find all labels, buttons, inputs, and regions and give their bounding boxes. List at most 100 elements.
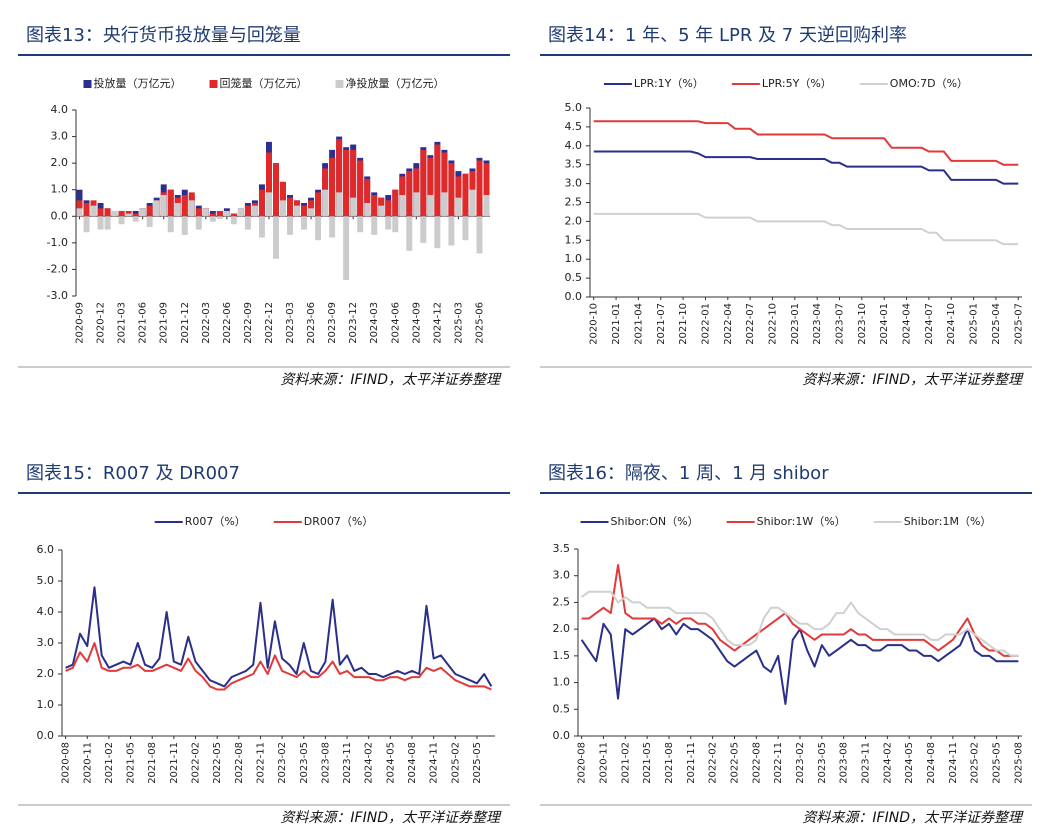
x-tick-label: 2024-11 xyxy=(948,742,959,784)
x-tick-label: 2021-12 xyxy=(180,302,191,344)
x-tick-label: 2022-08 xyxy=(234,742,245,784)
x-tick-label: 2021-04 xyxy=(633,303,644,345)
bar xyxy=(357,160,364,217)
bar xyxy=(406,216,413,251)
bar xyxy=(167,216,174,233)
bar xyxy=(209,213,216,217)
y-tick-label: 1.0 xyxy=(553,676,571,689)
bar xyxy=(223,210,230,217)
x-tick-label: 2022-12 xyxy=(264,302,275,344)
x-tick-label: 2024-12 xyxy=(432,302,443,344)
x-tick-label: 2020-09 xyxy=(75,302,86,344)
bar xyxy=(448,216,455,246)
bar xyxy=(188,200,195,217)
x-tick-label: 2023-01 xyxy=(790,303,801,345)
line-series xyxy=(581,564,1019,657)
x-tick-label: 2025-05 xyxy=(472,742,483,784)
y-tick-label: 2.5 xyxy=(553,595,571,608)
y-tick-label: 0.0 xyxy=(37,729,55,742)
x-tick-label: 2020-10 xyxy=(589,303,600,345)
x-tick-label: 2022-04 xyxy=(723,303,734,345)
x-tick-label: 2022-11 xyxy=(773,742,784,784)
line-series xyxy=(593,120,1019,166)
bar xyxy=(371,195,378,217)
x-tick-label: 2023-08 xyxy=(839,742,850,784)
legend-label: OMO:7D（%） xyxy=(890,77,968,90)
bar xyxy=(483,195,490,217)
y-tick-label: 0.0 xyxy=(565,290,583,303)
bar xyxy=(244,205,251,217)
bar xyxy=(420,149,427,217)
bar xyxy=(118,210,125,217)
y-tick-label: 0.5 xyxy=(553,702,571,715)
x-tick-label: 2023-12 xyxy=(348,302,359,344)
bar xyxy=(146,205,153,217)
x-tick-label: 2023-11 xyxy=(342,742,353,784)
bar xyxy=(385,200,392,217)
y-tick-label: 3.5 xyxy=(565,158,583,171)
bar xyxy=(378,205,385,217)
x-tick-label: 2021-11 xyxy=(686,742,697,784)
legend-label: LPR:5Y（%） xyxy=(762,77,832,90)
bar xyxy=(427,157,434,217)
bar xyxy=(181,216,188,235)
bar xyxy=(371,216,378,235)
bar xyxy=(167,189,174,217)
bar xyxy=(104,208,111,217)
bar xyxy=(462,173,469,217)
x-tick-label: 2021-05 xyxy=(126,742,137,784)
bar xyxy=(308,208,315,217)
x-tick-label: 2024-02 xyxy=(882,742,893,784)
legend: Shibor:ON（%） Shibor:1W（%） Shibor:1M（%） xyxy=(580,515,991,528)
bar xyxy=(343,149,350,217)
x-tick-label: 2020-08 xyxy=(577,742,588,784)
y-tick-label: 3.0 xyxy=(565,177,583,190)
bar xyxy=(476,216,483,254)
bar xyxy=(427,195,434,217)
y-tick-label: 0.0 xyxy=(51,209,69,222)
legend: 投放量（万亿元） 回笼量（万亿元） 净投放量（万亿元） xyxy=(83,76,445,90)
bar xyxy=(104,216,111,230)
bar xyxy=(216,216,223,219)
x-tick-label: 2020-08 xyxy=(61,742,72,784)
y-tick-label: 1.5 xyxy=(553,649,571,662)
y-tick-label: -2.0 xyxy=(47,262,68,275)
bar xyxy=(406,171,413,217)
x-tick-label: 2025-04 xyxy=(991,303,1002,345)
bar xyxy=(385,216,392,230)
x-tick-label: 2024-08 xyxy=(926,742,937,784)
x-tick-label: 2021-06 xyxy=(138,302,149,344)
x-tick-label: 2022-05 xyxy=(729,742,740,784)
x-tick-label: 2025-01 xyxy=(969,303,980,345)
y-tick-label: 2.5 xyxy=(565,196,583,209)
x-tick-label: 2021-08 xyxy=(147,742,158,784)
legend: R007（%） DR007（%） xyxy=(154,515,374,528)
y-tick-label: 3.0 xyxy=(51,130,69,143)
x-tick-label: 2025-03 xyxy=(453,302,464,344)
x-tick-label: 2024-09 xyxy=(411,302,422,344)
legend-label: Shibor:1W（%） xyxy=(757,515,846,528)
bar xyxy=(301,216,308,230)
legend-label: Shibor:ON（%） xyxy=(611,515,699,528)
bar xyxy=(202,208,209,217)
chart-title: 图表14：1 年、5 年 LPR 及 7 天逆回购利率 xyxy=(548,25,907,46)
legend-label: DR007（%） xyxy=(304,515,374,528)
bar xyxy=(118,216,125,225)
x-tick-label: 2022-03 xyxy=(201,302,212,344)
x-tick-label: 2025-02 xyxy=(970,742,981,784)
y-tick-label: 0.0 xyxy=(553,729,571,742)
y-tick-label: 4.0 xyxy=(51,103,69,116)
line-series xyxy=(65,586,493,688)
bar xyxy=(160,195,167,217)
chart-title: 图表16：隔夜、1 周、1 月 shibor xyxy=(548,463,829,484)
bar xyxy=(343,216,350,281)
x-tick-label: 2023-02 xyxy=(795,742,806,784)
x-tick-label: 2021-07 xyxy=(656,303,667,345)
bar xyxy=(111,210,118,217)
bar xyxy=(280,200,286,217)
bar xyxy=(455,197,462,217)
y-tick-label: 3.0 xyxy=(37,636,55,649)
bar xyxy=(322,189,329,217)
y-tick-label: 2.0 xyxy=(553,622,571,635)
legend-swatch xyxy=(209,80,218,88)
